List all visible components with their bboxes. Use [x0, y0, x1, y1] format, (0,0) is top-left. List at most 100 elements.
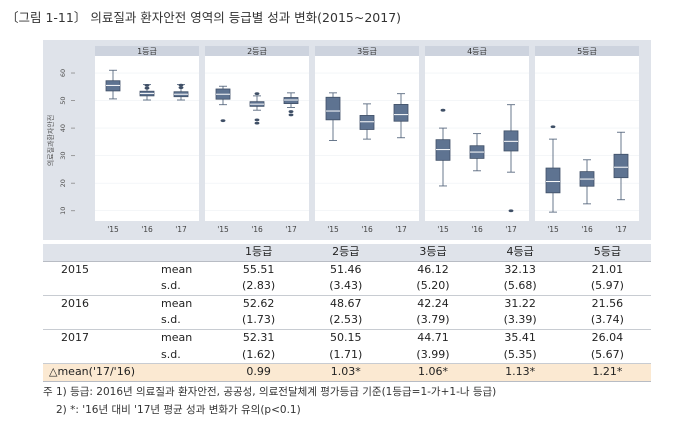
year-cell [43, 346, 137, 365]
delta-value: 1.06* [389, 363, 477, 382]
stat-cell: mean [161, 296, 193, 310]
box [359, 115, 375, 130]
value-cell: (3.43) [302, 278, 390, 296]
value-cell: 52.62 [242, 296, 275, 310]
x-tick-label: '15 [547, 225, 559, 234]
year-cell [43, 312, 137, 330]
stat-cell: s.d. [137, 278, 215, 296]
box [283, 97, 299, 104]
x-tick-label: '17 [395, 225, 407, 234]
value-cell: (5.67) [563, 346, 651, 365]
value-cell: 46.12 [417, 262, 449, 276]
header-blank [137, 244, 215, 262]
header-grade: 4등급 [476, 244, 564, 262]
value-cell: 44.71 [417, 330, 449, 344]
panel-plot-area [205, 56, 309, 221]
outlier-point [178, 83, 184, 87]
x-tick-label: '15 [327, 225, 339, 234]
x-tick-label: '16 [581, 225, 593, 234]
y-tick-label: 40 [59, 124, 67, 132]
outlier-point [220, 119, 226, 123]
x-tick-label: '17 [505, 225, 517, 234]
panel-header [315, 46, 419, 56]
table-row: s.d. (1.62) (1.71) (3.99) (5.35) (5.67) [43, 346, 651, 365]
value-cell: 52.31 [242, 330, 275, 344]
year-cell: 2017 [61, 330, 89, 344]
statistics-table: 1등급 2등급 3등급 4등급 5등급 2015 mean 55.51 51.46 46… [43, 244, 651, 382]
x-tick-label: '16 [251, 225, 263, 234]
table-header-row: 1등급 2등급 3등급 4등급 5등급 [43, 244, 651, 262]
value-cell: 50.15 [330, 330, 362, 344]
x-tick-label: '15 [107, 225, 119, 234]
panel-label: 3등급 [357, 47, 377, 56]
x-tick-label: '16 [141, 225, 153, 234]
value-cell: 21.01 [591, 262, 624, 276]
value-cell: (2.83) [215, 278, 303, 296]
value-cell: (5.68) [476, 278, 564, 296]
value-cell: (5.20) [389, 278, 477, 296]
box [545, 167, 561, 194]
x-tick-label: '15 [217, 225, 229, 234]
outlier-point [440, 108, 446, 112]
outlier-point [254, 118, 260, 122]
value-cell: 42.24 [417, 296, 449, 310]
value-cell: (1.71) [302, 346, 390, 365]
value-cell: 26.04 [591, 330, 624, 344]
year-cell: 2016 [61, 296, 89, 310]
value-cell: (3.99) [389, 346, 477, 365]
outlier-point [508, 209, 514, 213]
value-cell: 48.67 [330, 296, 362, 310]
value-cell: (3.79) [389, 312, 477, 330]
box [613, 153, 629, 179]
y-axis-label: 의료질과환자안전 [46, 115, 55, 167]
x-tick-label: '17 [615, 225, 627, 234]
value-cell: 35.41 [504, 330, 536, 344]
delta-row: △mean('17/'16) 0.99 1.03* 1.06* 1.13* 1.21* [43, 363, 651, 382]
value-cell: 31.22 [504, 296, 536, 310]
year-cell: 2015 [61, 262, 89, 276]
panel-label: 4등급 [467, 47, 487, 56]
value-cell: (5.35) [476, 346, 564, 365]
outlier-point [254, 121, 260, 125]
delta-label: △mean('17/'16) [43, 363, 215, 382]
stat-cell: s.d. [137, 346, 215, 365]
x-tick-label: '17 [175, 225, 187, 234]
delta-value: 1.13* [476, 363, 564, 382]
value-cell: (2.53) [302, 312, 390, 330]
value-cell: (1.73) [215, 312, 303, 330]
y-tick-label: 60 [59, 69, 67, 77]
panel-label: 2등급 [247, 47, 267, 56]
x-tick-label: '17 [285, 225, 297, 234]
panel-header [95, 46, 199, 56]
value-cell: 51.46 [330, 262, 362, 276]
value-cell: (5.97) [563, 278, 651, 296]
panel-header [205, 46, 309, 56]
x-tick-label: '16 [471, 225, 483, 234]
table-row: s.d. (1.73) (2.53) (3.79) (3.39) (3.74) [43, 312, 651, 330]
year-cell [43, 278, 137, 296]
y-tick-label: 30 [59, 152, 67, 160]
boxplot-svg: 의료질과환자안전 10 20 30 40 50 60 1등급 '15 '16 '17 2등급 '15 '1… [46, 46, 639, 234]
value-cell: 21.56 [591, 296, 624, 310]
panel-header [535, 46, 639, 56]
stat-cell: mean [161, 330, 193, 344]
table-row: 2015 mean 55.51 51.46 46.12 32.13 21.01 [43, 261, 651, 278]
outlier-point [144, 84, 150, 87]
table-row: 2017 mean 52.31 50.15 44.71 35.41 26.04 [43, 329, 651, 346]
x-tick-label: '16 [361, 225, 373, 234]
value-cell: (3.39) [476, 312, 564, 330]
outlier-point [288, 113, 294, 117]
table-row: s.d. (2.83) (3.43) (5.20) (5.68) (5.97) [43, 278, 651, 296]
delta-value: 1.21* [563, 363, 651, 382]
value-cell: 32.13 [504, 262, 536, 276]
figure-title: 〔그림 1-11〕 의료질과 환자안전 영역의 등급별 성과 변화(2015~2… [6, 10, 402, 25]
outlier-point [178, 86, 184, 90]
panel-label: 5등급 [577, 47, 597, 56]
header-grade: 3등급 [389, 244, 477, 262]
value-cell: 55.51 [242, 262, 275, 276]
box [393, 104, 409, 122]
stat-cell: s.d. [137, 312, 215, 330]
y-tick-label: 50 [59, 96, 67, 104]
panel-header [425, 46, 529, 56]
panel-label: 1등급 [137, 47, 157, 56]
